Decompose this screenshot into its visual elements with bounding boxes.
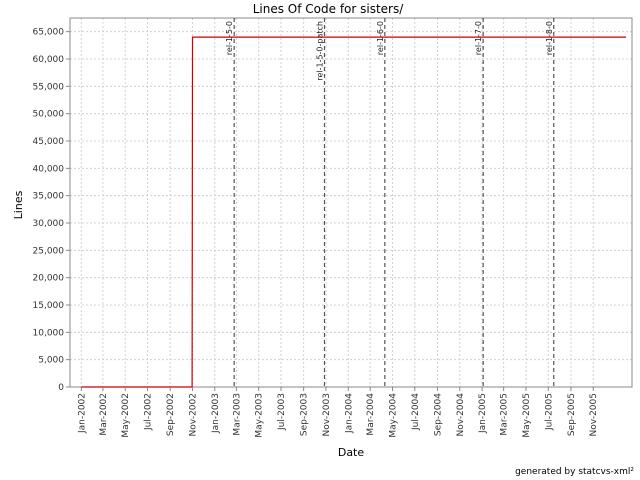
y-tick-label: 25,000 <box>33 246 65 256</box>
x-tick-label: Nov-2003 <box>322 393 332 436</box>
x-tick-label: Mar-2002 <box>99 393 109 436</box>
x-tick-label: Sep-2004 <box>433 393 443 436</box>
x-tick-label: Sep-2003 <box>300 393 310 436</box>
x-tick-label: Jan-2003 <box>211 393 221 434</box>
x-tick-label: May-2003 <box>255 393 265 438</box>
y-axis-label: Lines <box>12 190 25 219</box>
x-tick-label: Mar-2005 <box>500 393 510 436</box>
x-tick-label: Jan-2004 <box>344 393 354 434</box>
y-tick-label: 30,000 <box>33 219 65 229</box>
y-tick-label: 60,000 <box>33 55 65 65</box>
release-marker-label: rel-1-5-0-patch <box>315 21 324 81</box>
y-tick-label: 40,000 <box>33 164 65 174</box>
x-tick-label: Jul-2002 <box>144 393 154 431</box>
x-tick-label: Nov-2005 <box>589 393 599 436</box>
x-tick-label: Sep-2005 <box>567 393 577 436</box>
x-tick-label: Jul-2003 <box>277 393 287 431</box>
chart-title: Lines Of Code for sisters/ <box>253 2 405 16</box>
x-tick-label: Nov-2002 <box>188 393 198 436</box>
y-tick-label: 35,000 <box>33 192 65 202</box>
x-tick-label: Jan-2005 <box>478 393 488 434</box>
x-tick-label: Mar-2004 <box>366 393 376 436</box>
y-tick-label: 20,000 <box>33 274 65 284</box>
y-tick-label: 55,000 <box>33 82 65 92</box>
plot-frame <box>69 17 633 388</box>
x-tick-label: Mar-2003 <box>232 393 242 436</box>
x-tick-label: May-2005 <box>522 393 532 438</box>
release-marker-label: rel-1-6-0 <box>376 21 385 55</box>
x-axis: Jan-2002 Mar-2002 May-2002 Jul-2002 Sep-2002… <box>77 387 599 438</box>
y-tick-label: 45,000 <box>33 137 65 147</box>
x-axis-label: Date <box>338 446 365 459</box>
loc-series-line <box>81 36 627 388</box>
x-tick-label: Jul-2004 <box>411 393 421 431</box>
y-tick-label: 0 <box>58 383 64 393</box>
grid-layer <box>70 18 632 388</box>
x-tick-label: Jul-2005 <box>544 393 554 431</box>
release-marker-label: rel-1-5-0 <box>225 21 234 55</box>
series-layer <box>81 36 627 388</box>
x-tick-label: Jan-2002 <box>77 393 87 434</box>
x-tick-label: Nov-2004 <box>456 393 466 437</box>
generator-credit: generated by statcvs-xml² <box>515 467 634 477</box>
y-tick-label: 5,000 <box>38 356 64 366</box>
y-tick-label: 15,000 <box>33 301 65 311</box>
release-markers: rel-1-5-0 rel-1-5-0-patch rel-1-6-0 rel-1-7… <box>225 18 555 387</box>
y-axis: 0 5,000 10,000 15,000 20,000 25,000 30,000 35,0… <box>33 28 70 393</box>
x-tick-label: May-2002 <box>121 393 131 438</box>
release-marker-label: rel-1-8-0 <box>545 21 554 55</box>
y-tick-label: 65,000 <box>33 28 65 38</box>
y-tick-label: 50,000 <box>33 110 65 120</box>
x-tick-label: May-2004 <box>389 393 399 438</box>
release-marker-label: rel-1-7-0 <box>474 21 483 55</box>
y-tick-label: 10,000 <box>33 328 65 338</box>
x-tick-label: Sep-2002 <box>166 393 176 436</box>
